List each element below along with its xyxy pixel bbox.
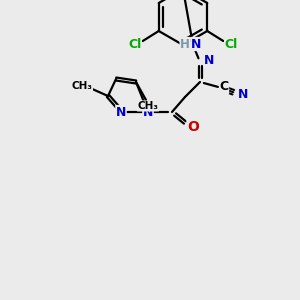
Text: O: O <box>187 120 199 134</box>
Text: N: N <box>143 106 153 118</box>
Text: Cl: Cl <box>128 38 141 50</box>
Text: N: N <box>238 88 248 101</box>
Text: C: C <box>219 80 229 94</box>
Text: N: N <box>204 55 214 68</box>
Text: H: H <box>180 38 190 50</box>
Text: N: N <box>116 106 126 118</box>
Text: N: N <box>191 38 201 50</box>
Text: Cl: Cl <box>225 38 238 50</box>
Text: CH₃: CH₃ <box>137 101 158 111</box>
Text: CH₃: CH₃ <box>71 81 92 91</box>
